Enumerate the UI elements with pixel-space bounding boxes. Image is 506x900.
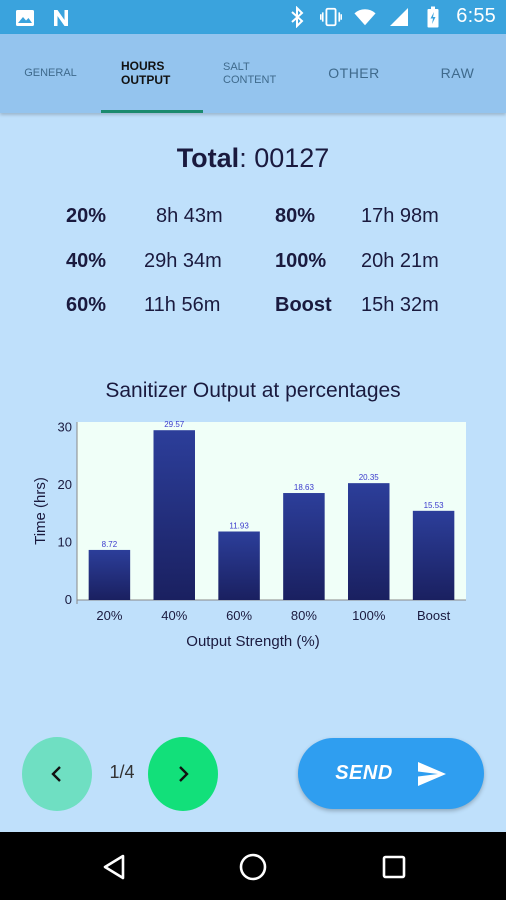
x-tick-label: Boost <box>417 608 451 623</box>
bar-value-label: 11.93 <box>229 521 249 530</box>
next-page-button[interactable] <box>148 737 218 811</box>
vibrate-icon <box>320 6 343 28</box>
y-tick-label: 10 <box>58 535 72 550</box>
stat-value: 8h 43m <box>156 205 223 227</box>
x-axis-label: Output Strength (%) <box>186 633 319 650</box>
battery-icon <box>422 6 444 28</box>
chart-bar <box>412 510 455 600</box>
stat-value: 17h 98m <box>361 205 439 227</box>
y-tick-label: 20 <box>58 477 72 492</box>
tab-other[interactable]: OTHER <box>299 34 409 113</box>
total-label: Total <box>176 143 240 173</box>
total-value: 00127 <box>254 143 330 173</box>
bar-value-label: 20.35 <box>359 473 380 482</box>
tab-label: RAW <box>440 65 475 82</box>
page-indicator: 1/4 <box>109 762 135 782</box>
chart-bar <box>88 549 131 600</box>
tab-label: SALT CONTENT <box>223 60 277 86</box>
signal-icon <box>388 6 410 28</box>
recents-button[interactable] <box>377 850 411 884</box>
tab-general[interactable]: GENERAL <box>0 34 101 113</box>
x-tick-label: 80% <box>291 608 317 623</box>
y-axis-label: Time (hrs) <box>32 477 49 545</box>
x-tick-label: 40% <box>161 608 187 623</box>
chart-bar <box>218 531 260 600</box>
tab-bar: GENERAL HOURS OUTPUT SALT CONTENT OTHER … <box>0 34 506 113</box>
chevron-left-icon <box>51 766 61 782</box>
back-button[interactable] <box>97 850 131 884</box>
stat-label: 40% <box>66 250 107 272</box>
x-tick-label: 60% <box>226 608 252 623</box>
stat-value: 20h 21m <box>361 250 439 272</box>
active-tab-indicator <box>101 110 203 113</box>
status-time: 6:55 <box>456 5 496 27</box>
bar-value-label: 29.57 <box>164 420 185 429</box>
stat-label: 60% <box>66 294 107 316</box>
home-circle-icon <box>239 853 267 881</box>
tab-label: OTHER <box>328 65 380 82</box>
recents-square-icon <box>382 855 406 879</box>
y-tick-label: 0 <box>65 592 72 607</box>
stat-value: 15h 32m <box>361 294 439 316</box>
x-tick-label: 20% <box>96 608 122 623</box>
send-button[interactable]: SEND <box>298 738 484 809</box>
bar-value-label: 8.72 <box>102 540 118 549</box>
chart-title: Sanitizer Output at percentages <box>105 379 401 402</box>
stat-label: 100% <box>275 250 327 272</box>
chart-bar <box>153 430 195 600</box>
total-separator: : <box>239 143 247 173</box>
bluetooth-icon <box>286 5 308 28</box>
send-label: SEND <box>335 762 393 784</box>
chart-bar <box>348 483 390 600</box>
image-icon <box>14 7 36 29</box>
chevron-right-icon <box>179 766 189 782</box>
bar-value-label: 15.53 <box>424 501 445 510</box>
status-bar: 6:55 <box>0 0 506 34</box>
previous-page-button[interactable] <box>22 737 92 811</box>
chart-bar <box>283 493 325 600</box>
n-logo-icon <box>50 7 72 29</box>
chart-plot-area <box>77 422 466 600</box>
tab-salt-content[interactable]: SALT CONTENT <box>203 34 299 113</box>
tab-raw[interactable]: RAW <box>409 34 506 113</box>
tab-label: GENERAL <box>24 67 77 80</box>
total-hours: Total: 00127 <box>0 143 506 174</box>
bar-value-label: 18.63 <box>294 483 315 492</box>
system-nav-bar <box>0 832 506 900</box>
stat-label: 80% <box>275 205 316 227</box>
wifi-icon <box>354 6 376 28</box>
stat-value: 29h 34m <box>144 250 222 272</box>
tab-label: HOURS OUTPUT <box>121 58 171 87</box>
stat-label: Boost <box>275 294 332 316</box>
stat-label: 20% <box>66 205 107 227</box>
bar-chart: 0 10 20 30 8.72 29.57 11.93 18.63 20.35 15.53 20… <box>32 420 466 650</box>
y-tick-label: 30 <box>58 420 72 435</box>
send-icon <box>417 761 446 786</box>
home-button[interactable] <box>236 850 270 884</box>
x-tick-label: 100% <box>352 608 386 623</box>
tab-hours-output[interactable]: HOURS OUTPUT <box>101 34 203 113</box>
stat-value: 11h 56m <box>144 294 221 316</box>
back-triangle-icon <box>103 854 125 880</box>
